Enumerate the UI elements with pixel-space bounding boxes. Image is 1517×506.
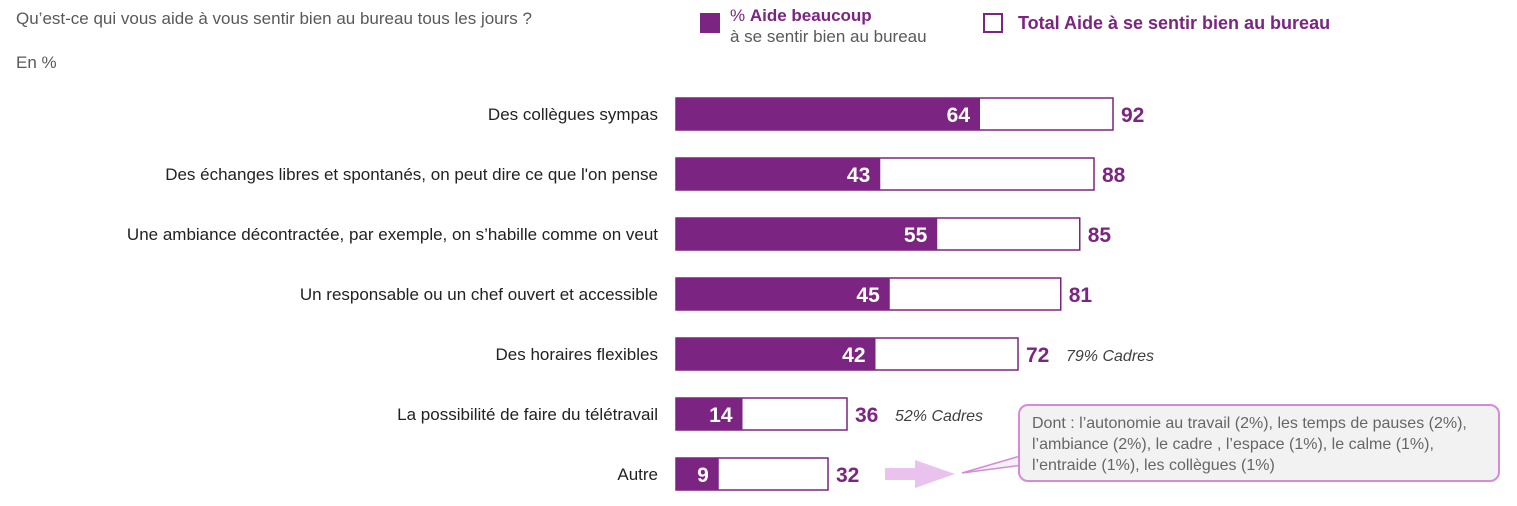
annotation-cadres: 79% Cadres bbox=[1066, 348, 1154, 365]
value-label-total: 32 bbox=[836, 464, 859, 487]
annotation-cadres: 52% Cadres bbox=[895, 408, 983, 425]
category-label: Autre bbox=[617, 465, 658, 484]
arrow-icon bbox=[885, 460, 955, 488]
category-label: Des horaires flexibles bbox=[495, 345, 658, 364]
question-title: Qu’est-ce qui vous aide à vous sentir bi… bbox=[16, 9, 532, 28]
bar-aide-beaucoup bbox=[676, 458, 719, 490]
bar-aide-beaucoup bbox=[676, 338, 876, 370]
value-label-aide-beaucoup: 9 bbox=[697, 464, 709, 487]
bar-aide-beaucoup bbox=[676, 278, 890, 310]
bar-aide-beaucoup bbox=[676, 98, 980, 130]
value-label-aide-beaucoup: 42 bbox=[842, 344, 865, 367]
value-label-aide-beaucoup: 64 bbox=[947, 104, 971, 127]
legend-filled-swatch bbox=[700, 13, 720, 33]
category-label: Une ambiance décontractée, par exemple, … bbox=[127, 225, 658, 244]
value-label-aide-beaucoup: 55 bbox=[904, 224, 928, 247]
value-label-total: 72 bbox=[1026, 344, 1049, 367]
category-label: Des échanges libres et spontanés, on peu… bbox=[165, 165, 658, 184]
unit-label: En % bbox=[16, 53, 57, 72]
bar-aide-beaucoup bbox=[676, 218, 938, 250]
value-label-aide-beaucoup: 43 bbox=[847, 164, 870, 187]
value-label-total: 36 bbox=[855, 404, 878, 427]
legend-a-line2: à se sentir bien au bureau bbox=[730, 27, 927, 46]
category-label: La possibilité de faire du télétravail bbox=[397, 405, 658, 424]
value-label-total: 92 bbox=[1121, 104, 1144, 127]
value-label-total: 81 bbox=[1069, 284, 1093, 307]
legend-outline-swatch bbox=[983, 13, 1003, 33]
value-label-aide-beaucoup: 14 bbox=[709, 404, 733, 427]
bar-aide-beaucoup bbox=[676, 398, 743, 430]
category-label: Des collègues sympas bbox=[488, 105, 658, 124]
value-label-aide-beaucoup: 45 bbox=[856, 284, 880, 307]
value-label-total: 85 bbox=[1088, 224, 1112, 247]
legend-a-bold: Aide beaucoup bbox=[749, 6, 872, 25]
legend-b-label: Total Aide à se sentir bien au bureau bbox=[1018, 13, 1331, 33]
legend-a-prefix: % bbox=[730, 6, 750, 25]
bar-aide-beaucoup bbox=[676, 158, 881, 190]
autre-details-callout: Dont : l’autonomie au travail (2%), les … bbox=[1018, 404, 1500, 482]
category-label: Un responsable ou un chef ouvert et acce… bbox=[300, 285, 658, 304]
value-label-total: 88 bbox=[1102, 164, 1126, 187]
legend-a-line1: % Aide beaucoup bbox=[730, 6, 872, 26]
